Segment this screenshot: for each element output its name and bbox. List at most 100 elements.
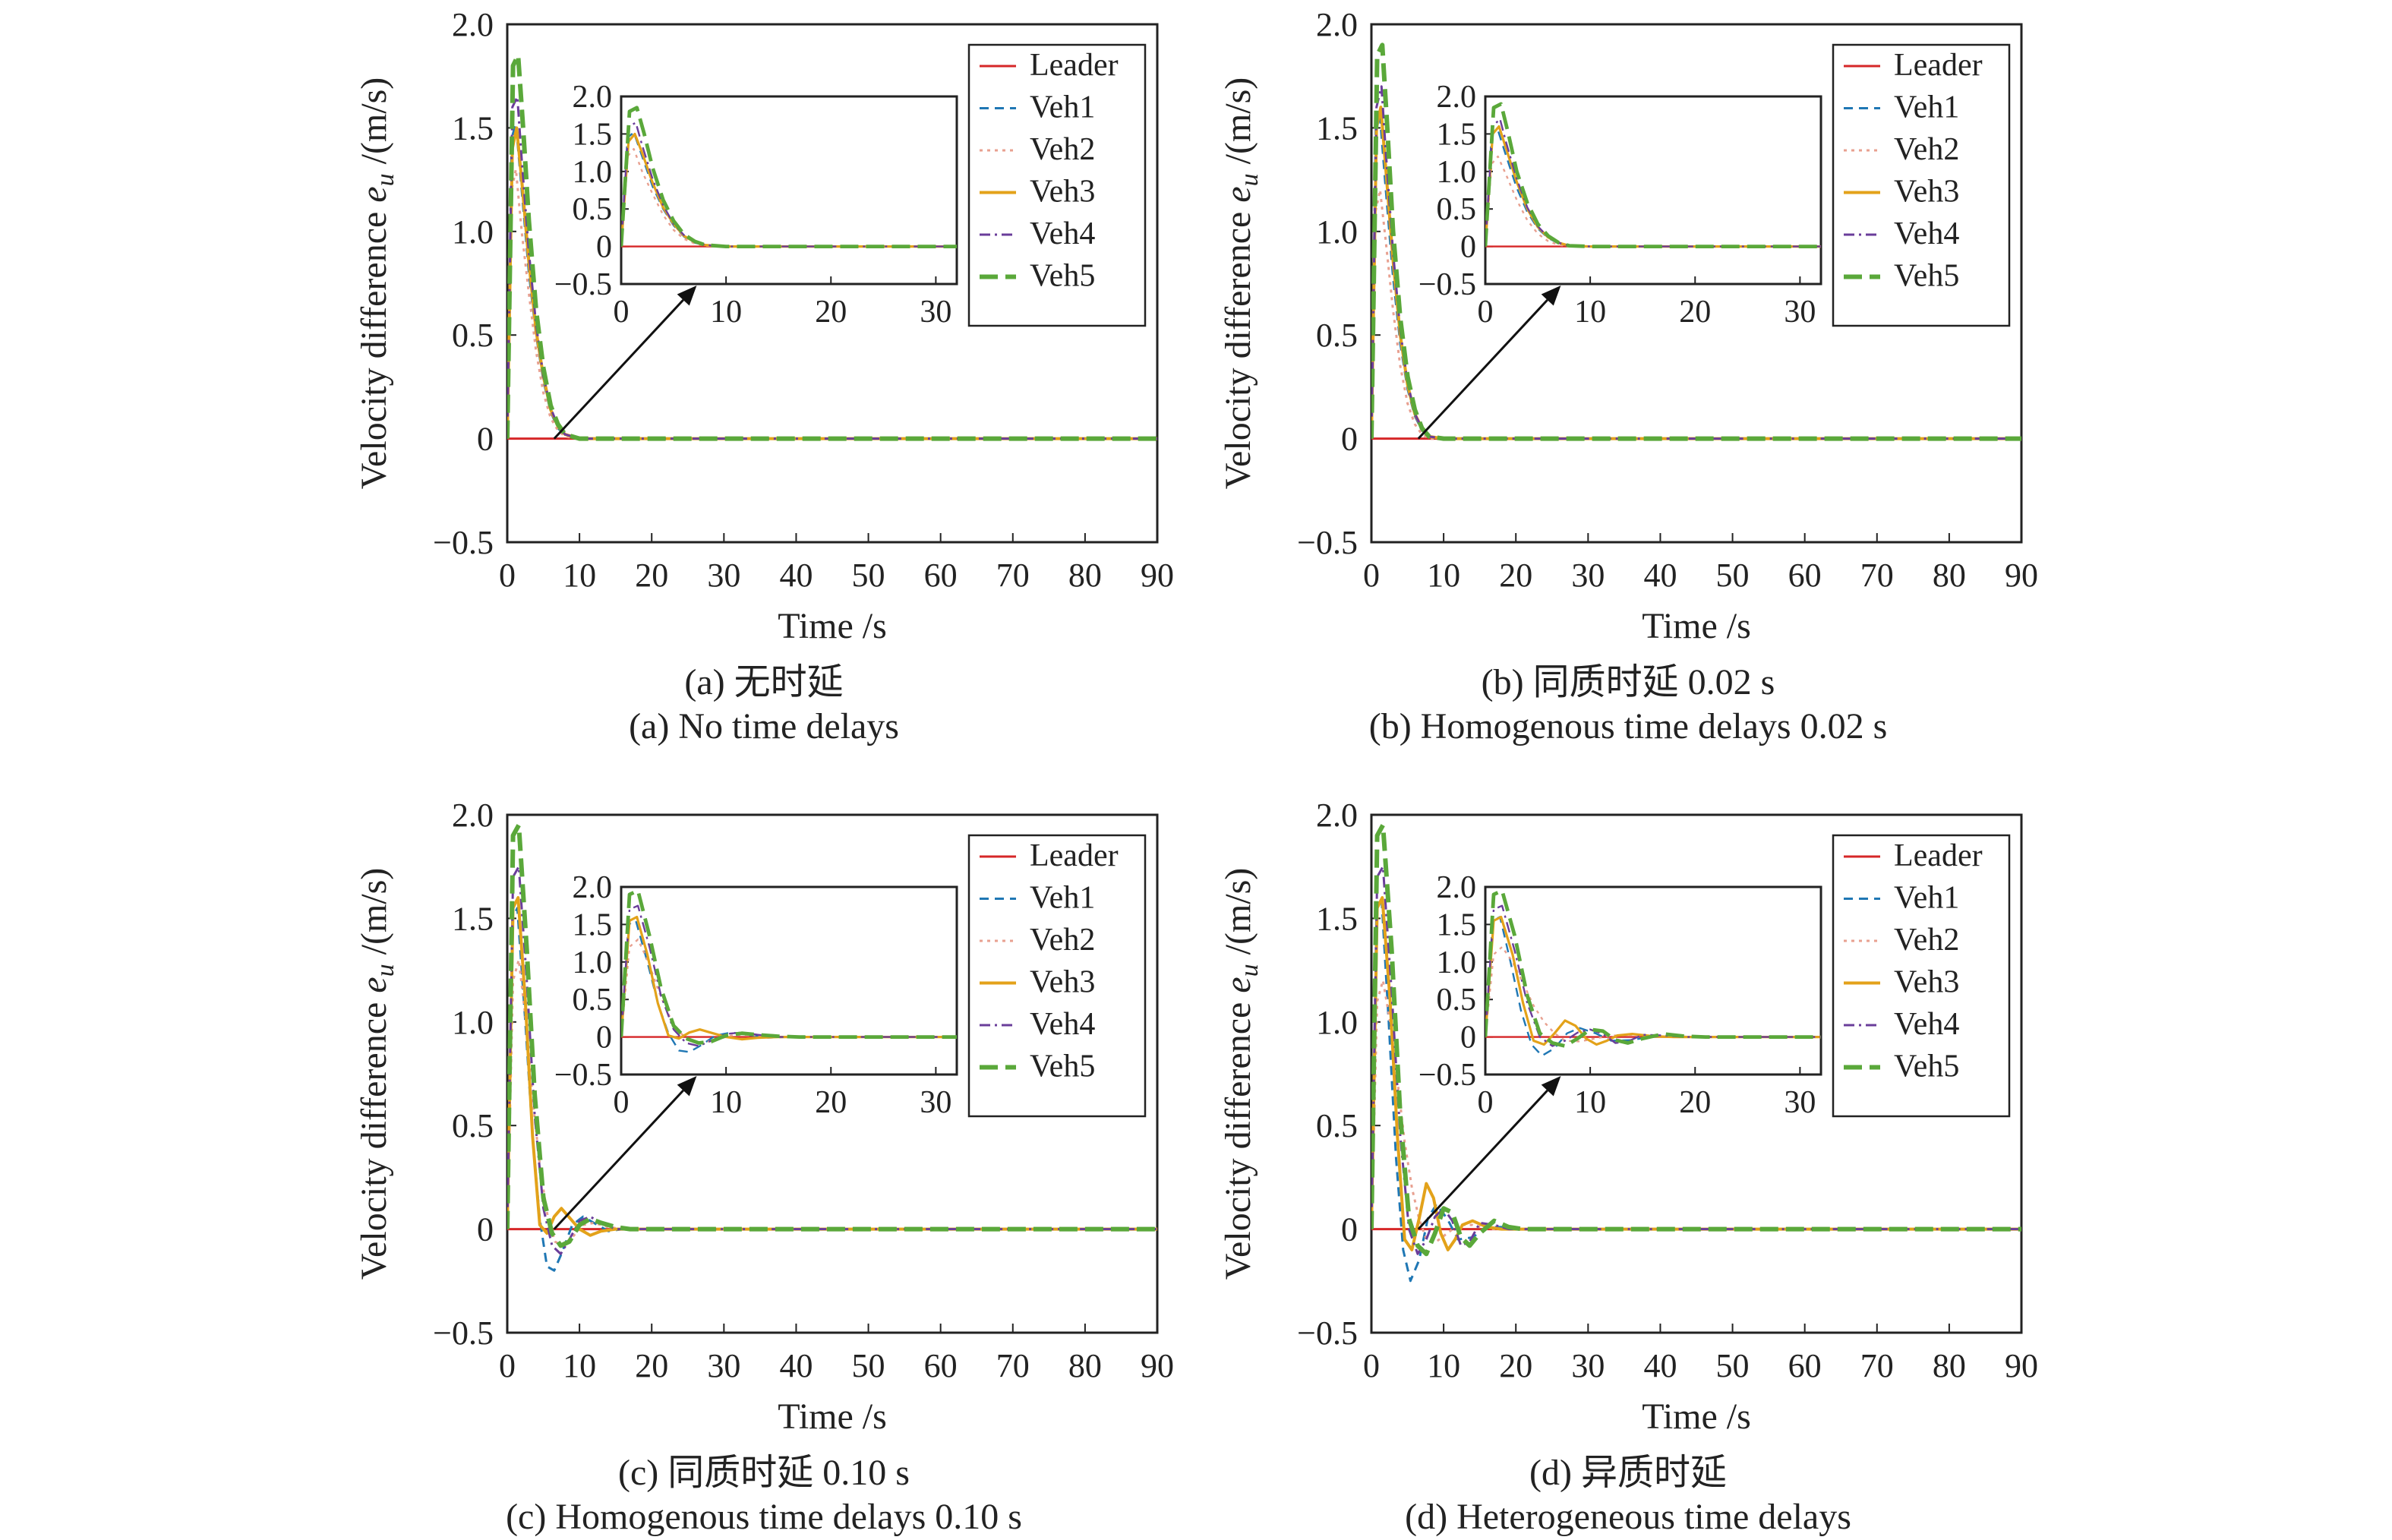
caption-english: (b) Homogenous time delays 0.02 s (1369, 706, 1888, 746)
inset-frame (620, 885, 958, 1076)
x-tick-label: 0 (1363, 557, 1380, 594)
inset-y-tick-label: 2.0 (1437, 870, 1477, 905)
x-tick-label: 80 (1933, 557, 1966, 594)
chart-panel-d: 0 10 20 30 40 50 60 70 80 90−0.500.51.01.52.0Time… (1218, 797, 2038, 1537)
inset-x-tick-label: 0 (614, 295, 630, 330)
y-axis-title-symbol: e (354, 977, 394, 992)
x-tick-label: 60 (1788, 1347, 1822, 1384)
y-tick-label: −0.5 (1297, 524, 1358, 561)
inset-x-tick-label: 10 (710, 295, 742, 330)
y-tick-label: 1.5 (1316, 109, 1358, 147)
inset-y-tick-label: 1.5 (573, 117, 613, 152)
legend-frame (967, 43, 1147, 327)
zoom-arrow-shaft (553, 299, 684, 440)
y-axis-title-part: Velocity difference (354, 203, 394, 490)
legend-label-veh1: Veh1 (1894, 90, 1959, 125)
series-line-veh3 (507, 896, 1157, 1237)
x-tick-label: 40 (779, 1347, 813, 1384)
inset-x-tick-label: 20 (815, 295, 847, 330)
series-line-veh2 (507, 958, 1157, 1247)
x-tick-label: 20 (1499, 557, 1532, 594)
x-axis-title: Time /s (1642, 606, 1751, 646)
zoom-arrow-shaft (1417, 299, 1548, 440)
caption-chinese: (d) 异质时延 (1529, 1453, 1727, 1493)
series-line-veh5 (1485, 102, 1821, 248)
x-tick-label: 10 (563, 557, 596, 594)
y-axis-title-unit: /(m/s) (1218, 77, 1258, 174)
y-tick-label: 1.0 (452, 1004, 494, 1041)
plot-frame (506, 23, 1159, 544)
x-tick-label: 60 (924, 1347, 958, 1384)
x-tick-label: 80 (1933, 1347, 1966, 1384)
x-tick-label: 90 (1141, 1347, 1174, 1384)
x-tick-label: 20 (635, 1347, 668, 1384)
inset-frame (1484, 95, 1822, 286)
legend-label-veh2: Veh2 (1894, 923, 1959, 958)
legend-label-veh4: Veh4 (1030, 1007, 1095, 1042)
y-axis-title: Velocity difference eu /(m/s) (1218, 868, 1264, 1280)
chart-panel-b: 0 10 20 30 40 50 60 70 80 90−0.500.51.01.52.0Time… (1218, 6, 2038, 746)
y-axis-title-symbol: e (354, 186, 394, 202)
y-axis-title-subscript: u (1235, 964, 1264, 977)
y-axis-title: Velocity difference eu /(m/s) (354, 77, 399, 490)
series-line-veh3 (1485, 915, 1821, 1046)
series-line-veh2 (1371, 979, 2021, 1243)
x-tick-label: 70 (996, 1347, 1030, 1384)
series-line-veh5 (507, 822, 1157, 1248)
legend-label-veh3: Veh3 (1894, 965, 1959, 1000)
y-tick-label: 0 (477, 1211, 494, 1248)
legend: Leader Veh1 Veh2 Veh3 Veh4 Veh5 (967, 43, 1147, 327)
y-tick-label: 2.0 (452, 797, 494, 834)
y-axis-title-symbol: e (1218, 186, 1258, 202)
y-tick-label: 0 (477, 421, 494, 458)
x-tick-label: 0 (499, 557, 516, 594)
inset-y-tick-label: 1.0 (1437, 155, 1477, 190)
inset-x-tick-label: 30 (920, 295, 951, 330)
inset-x-tick-label: 20 (815, 1085, 847, 1120)
legend: Leader Veh1 Veh2 Veh3 Veh4 Veh5 (1832, 43, 2011, 327)
x-tick-label: 30 (1571, 1347, 1605, 1384)
inset-y-tick-label: 0.5 (573, 192, 613, 227)
legend-label-leader: Leader (1030, 48, 1119, 83)
y-tick-label: 0.5 (1316, 1107, 1358, 1144)
y-tick-label: 1.0 (452, 213, 494, 251)
x-tick-label: 30 (1571, 557, 1605, 594)
legend-label-leader: Leader (1894, 838, 1983, 873)
legend-label-veh3: Veh3 (1030, 965, 1095, 1000)
inset-x-tick-label: 0 (614, 1085, 630, 1120)
y-axis-title-subscript: u (1235, 173, 1264, 186)
series-line-veh4 (1371, 865, 2021, 1255)
x-tick-label: 70 (1860, 1347, 1894, 1384)
x-tick-label: 10 (1427, 1347, 1460, 1384)
x-tick-label: 30 (707, 557, 740, 594)
legend-label-veh2: Veh2 (1030, 132, 1095, 167)
inset-y-tick-label: −0.5 (554, 267, 612, 302)
legend-frame (1832, 834, 2011, 1118)
y-axis-title-part: Velocity difference (1218, 203, 1258, 490)
inset-series-lines (621, 888, 957, 1053)
legend-label-veh3: Veh3 (1030, 175, 1095, 210)
inset-y-tick-label: 2.0 (1437, 80, 1477, 115)
inset-y-tick-label: 0 (1460, 1021, 1476, 1056)
legend-label-veh4: Veh4 (1894, 216, 1959, 251)
series-line-veh3 (1371, 896, 2021, 1251)
legend-label-veh1: Veh1 (1894, 881, 1959, 916)
series-line-veh1 (507, 907, 1157, 1272)
x-axis-title: Time /s (1642, 1396, 1751, 1437)
y-axis-title-subscript: u (371, 173, 399, 186)
x-tick-label: 40 (1643, 1347, 1677, 1384)
series-line-veh5 (1485, 888, 1821, 1048)
x-tick-label: 90 (2005, 557, 2038, 594)
series-line-veh5 (1371, 43, 2021, 441)
y-tick-label: 0 (1341, 421, 1358, 458)
inset-plot: 0 10 20 30−0.500.51.01.52.0 (1418, 870, 1822, 1120)
inset-plot: 0 10 20 30−0.500.51.01.52.0 (554, 870, 958, 1120)
x-tick-label: 40 (1643, 557, 1677, 594)
x-tick-label: 90 (1141, 557, 1174, 594)
caption-english: (d) Heterogeneous time delays (1405, 1497, 1851, 1537)
y-axis-title-subscript: u (371, 964, 399, 977)
legend-label-veh5: Veh5 (1894, 1049, 1959, 1084)
x-tick-label: 80 (1068, 557, 1102, 594)
inset-y-tick-label: −0.5 (1418, 267, 1476, 302)
caption-english: (c) Homogenous time delays 0.10 s (506, 1497, 1022, 1537)
